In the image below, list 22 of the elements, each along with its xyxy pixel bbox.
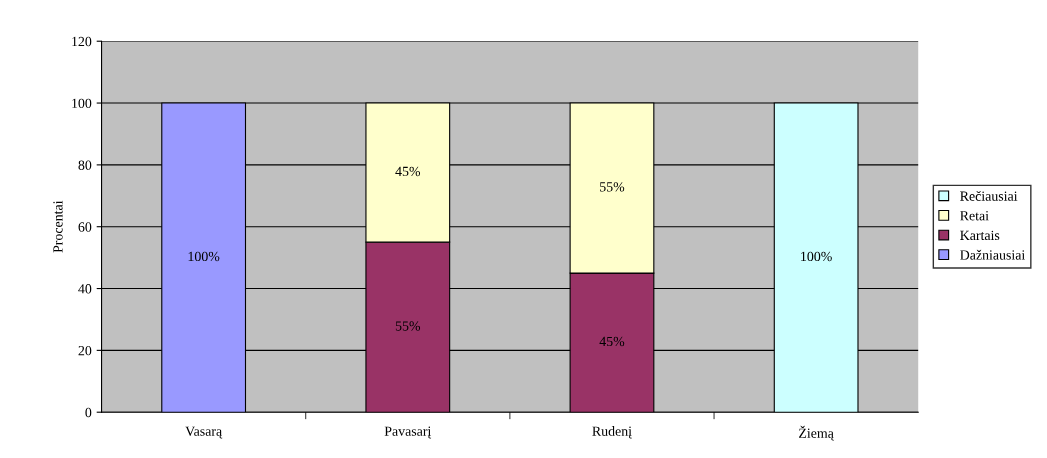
data-label: 55% <box>395 321 421 331</box>
data-label: 45% <box>395 166 421 177</box>
legend-label: Rečiausiai <box>960 190 1018 201</box>
data-label: 100% <box>188 251 220 262</box>
x-tick-label: Rudenį <box>592 426 632 439</box>
y-tick-label: 0 <box>85 407 92 418</box>
y-tick-label: 40 <box>78 284 92 294</box>
data-label: 100% <box>801 251 832 262</box>
data-label: 55% <box>600 182 625 192</box>
y-tick-label: 120 <box>72 36 92 47</box>
x-tick-label: Žiemą <box>799 425 835 441</box>
y-tick-label: 20 <box>78 345 92 356</box>
y-tick-label: 60 <box>78 222 92 232</box>
x-tick-label: Pavasarį <box>384 426 432 439</box>
x-tick-label: Vasarą <box>185 426 223 439</box>
y-axis-title: Procentai <box>53 200 63 253</box>
data-label: 45% <box>599 336 625 347</box>
legend-label: Kartais <box>960 230 1000 241</box>
legend-label: Dažniausiai <box>960 249 1026 260</box>
y-tick-label: 100 <box>72 98 92 109</box>
y-tick-label: 80 <box>78 160 92 170</box>
legend-label: Retai <box>960 211 989 221</box>
